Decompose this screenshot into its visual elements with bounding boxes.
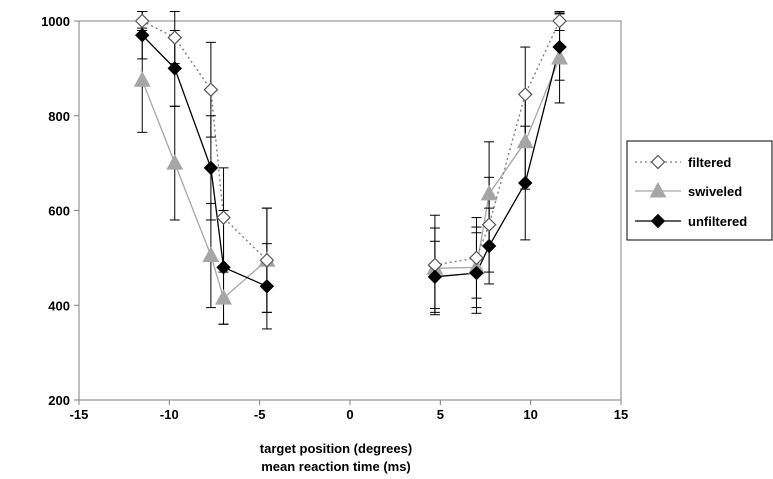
data-point [167,61,182,76]
y-tick-label: 200 [48,393,70,408]
data-point [134,13,150,29]
series-swiveled [141,57,561,300]
x-axis-caption: mean reaction time (ms) [261,459,411,474]
y-tick-label: 400 [48,298,70,313]
data-point [516,132,534,149]
data-point [481,217,497,233]
legend-marker-filtered [650,154,666,170]
series-line [141,34,268,287]
series-line [434,57,561,269]
data-point [216,260,231,275]
error-bars-swiveled [137,12,565,325]
data-point [202,246,220,263]
legend-marker-swiveled [649,181,667,198]
y-tick-labels: 200 400 600 800 1000 [41,14,79,408]
data-point [552,13,567,29]
data-point [427,269,443,285]
x-axis-title: target position (degrees) [260,441,412,456]
data-point [259,279,275,294]
legend-marker-unfiltered [650,213,666,229]
data-point [469,250,484,266]
series-filtered [141,20,561,266]
x-tick-label: -10 [160,407,179,422]
data-point [469,265,484,281]
data-point [135,28,150,43]
legend-label-swiveled: swiveled [688,184,742,199]
data-point [166,154,184,170]
series-unfiltered [141,34,561,287]
data-point [216,210,231,225]
legend: filtered swiveled unfiltered [626,140,773,241]
data-point [517,87,533,102]
data-point [481,238,497,254]
legend-label-filtered: filtered [688,155,731,170]
legend-label-unfiltered: unfiltered [688,214,747,229]
data-point [518,175,533,191]
data-point [551,48,569,65]
axes [78,20,622,401]
x-tick-label: 5 [437,407,444,422]
data-point [203,82,219,98]
x-tick-label: 15 [614,407,628,422]
markers-swiveled [133,48,569,305]
x-tick-label: 0 [346,407,353,422]
data-point [167,30,183,45]
data-point [480,184,498,201]
y-tick-label: 1000 [41,14,70,29]
series-line [434,46,561,278]
error-bars-unfiltered [137,11,565,330]
series [133,11,569,330]
error-bars-filtered [137,11,565,316]
data-point [552,39,567,55]
x-tick-label: 10 [523,407,537,422]
data-point [215,289,232,305]
markers-unfiltered [135,28,567,294]
plot-area [78,20,622,401]
x-tick-labels: -15 -10 -5 0 5 10 15 [70,400,628,422]
x-tick-label: -15 [70,407,89,422]
series-line [434,20,561,266]
series-line [141,79,268,300]
x-tick-label: -5 [254,407,266,422]
series-line [141,20,268,261]
data-point [259,252,275,268]
data-point [203,160,219,176]
markers-filtered [134,13,567,273]
y-tick-label: 600 [48,204,70,219]
y-tick-label: 800 [48,109,70,124]
data-point [133,71,151,87]
